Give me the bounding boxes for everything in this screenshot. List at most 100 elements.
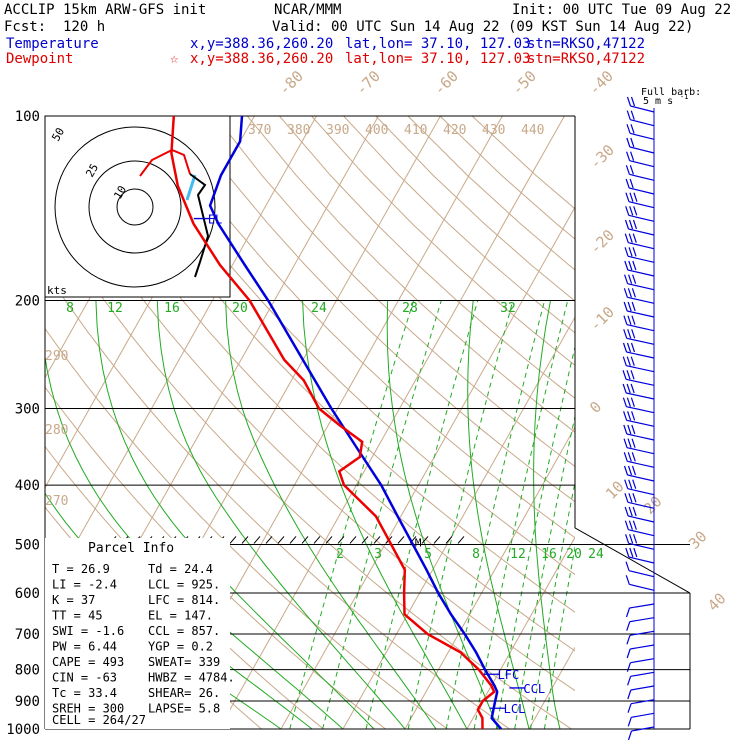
moist-adiabat: [225, 300, 437, 729]
hatch-mark: [337, 536, 345, 544]
wind-barb: [629, 173, 655, 181]
hatch-mark: [253, 536, 261, 544]
wind-barb: [627, 283, 655, 291]
wind-barb-flag: [627, 288, 632, 298]
isotherm-label: -50: [508, 67, 540, 99]
wind-barb: [627, 296, 655, 304]
temperature-trace: [208, 116, 503, 729]
wind-barb-flag: [625, 547, 630, 558]
parcel-row-left: SREH = 300: [52, 702, 124, 716]
wind-barb: [631, 712, 655, 718]
wind-barb-flag: [625, 192, 630, 202]
wind-barb-flag: [627, 329, 632, 339]
wind-barb-flag: [630, 370, 635, 380]
wind-barb-flag: [623, 465, 629, 476]
dry-adiabat: [182, 116, 575, 503]
wind-barb-flag: [626, 151, 631, 161]
theta-label: 370: [248, 123, 271, 138]
parcel-row-right: YGP = 0.2: [148, 640, 213, 654]
wind-barb-flag: [623, 424, 628, 435]
isotherm-label: -60: [430, 67, 462, 99]
wind-barb: [627, 501, 655, 509]
dewpoint-legend-label: Dewpoint: [6, 51, 74, 67]
hatch-mark: [421, 536, 429, 544]
pressure-label: 500: [15, 537, 40, 553]
wind-barb-flag: [627, 676, 632, 686]
wind-barb: [626, 447, 655, 455]
theta-label: 270: [45, 494, 68, 509]
org-label: NCAR/MMM: [274, 2, 342, 18]
theta-label: 420: [443, 123, 466, 138]
wind-barb-flag: [629, 178, 634, 189]
wind-barb-flag: [626, 635, 631, 645]
parcel-row-left: PW = 6.44: [52, 640, 117, 654]
mixing-ratio-line: [289, 300, 415, 729]
wind-barb: [627, 310, 655, 318]
mixing-ratio-label: 32: [500, 301, 516, 316]
frame-diagonal: [574, 527, 691, 594]
wind-barb: [628, 228, 655, 236]
parcel-row-right: SHEAR= 26.: [148, 686, 220, 700]
dry-adiabat: [45, 154, 575, 692]
temperature-xy: x,y=388.36,260.20: [190, 36, 334, 52]
wind-barb: [631, 726, 655, 732]
wind-barb-flag: [629, 192, 634, 202]
isotherm-label: -80: [275, 67, 307, 99]
hatch-mark: [265, 536, 273, 544]
wind-barb-flag: [624, 479, 629, 489]
hatch-mark: [457, 536, 465, 544]
theta-label: 410: [404, 123, 427, 138]
mixing-ratio-label: 8: [66, 301, 74, 316]
parcel-row-left: SWI = -1.6: [52, 624, 124, 638]
wind-barb-flag: [627, 424, 632, 435]
theta-label: 290: [45, 349, 68, 364]
wind-barb-flag: [628, 274, 633, 284]
wind-barb-flag: [626, 96, 632, 107]
isotherm-line: [280, 206, 575, 729]
temperature-latlon: lat,lon= 37.10, 127.03: [345, 36, 531, 52]
wind-barb-flag: [632, 274, 637, 284]
barb-legend-line2: 5 m s: [643, 96, 673, 107]
wind-barb-flag: [625, 206, 630, 216]
theta-label: 390: [326, 123, 349, 138]
mixing-ratio-line: [473, 300, 569, 729]
pressure-label: 900: [15, 694, 40, 710]
dry-adiabat: [45, 269, 510, 729]
dewpoint-star-icon: ☆: [170, 51, 179, 67]
hodograph-trace-lower: [189, 173, 210, 278]
wind-barb: [626, 433, 655, 441]
wind-barb-flag: [631, 452, 636, 462]
wind-barb: [628, 556, 655, 564]
dry-adiabat: [118, 116, 575, 576]
wind-barb-flag: [628, 260, 633, 271]
wind-barb: [629, 603, 655, 609]
wind-barb-flag: [628, 506, 633, 517]
valid-time: Valid: 00 UTC Sun 14 Aug 22 (09 KST Sun …: [272, 19, 694, 35]
mixing-ratio-label: 12: [107, 301, 123, 316]
wind-barb-flag: [632, 520, 637, 530]
model-title: ACCLIP 15km ARW-GFS init: [4, 2, 207, 18]
hatch-mark: [289, 536, 297, 544]
wind-barb-flag: [623, 329, 628, 339]
wind-barb-flag: [632, 260, 637, 271]
wind-barb-flag: [626, 110, 631, 120]
mixing-ratio-label: 24: [311, 301, 327, 316]
moist-adiabat: [302, 300, 468, 729]
wind-barb-flag: [631, 411, 636, 421]
parcel-cell: CELL = 264/27: [52, 713, 146, 727]
wind-barb-flag: [631, 315, 636, 325]
parcel-row-left: CAPE = 493: [52, 655, 124, 669]
wind-barb-flag: [632, 479, 637, 489]
parcel-row-right: SWEAT= 339: [148, 655, 220, 669]
mixing-ratio-label: 8: [472, 547, 480, 562]
dry-adiabat: [311, 116, 575, 366]
dry-adiabat: [246, 116, 575, 433]
wind-barb-flag: [630, 356, 635, 366]
wind-barb-flag: [629, 534, 634, 544]
hatch-mark: [433, 536, 441, 544]
parcel-row-right: HWBZ = 4784.: [148, 671, 235, 685]
wind-barb-flag: [623, 411, 628, 421]
wind-barb-flag: [627, 689, 632, 700]
wind-barb: [626, 365, 655, 373]
marker-label: CCL: [523, 682, 545, 696]
